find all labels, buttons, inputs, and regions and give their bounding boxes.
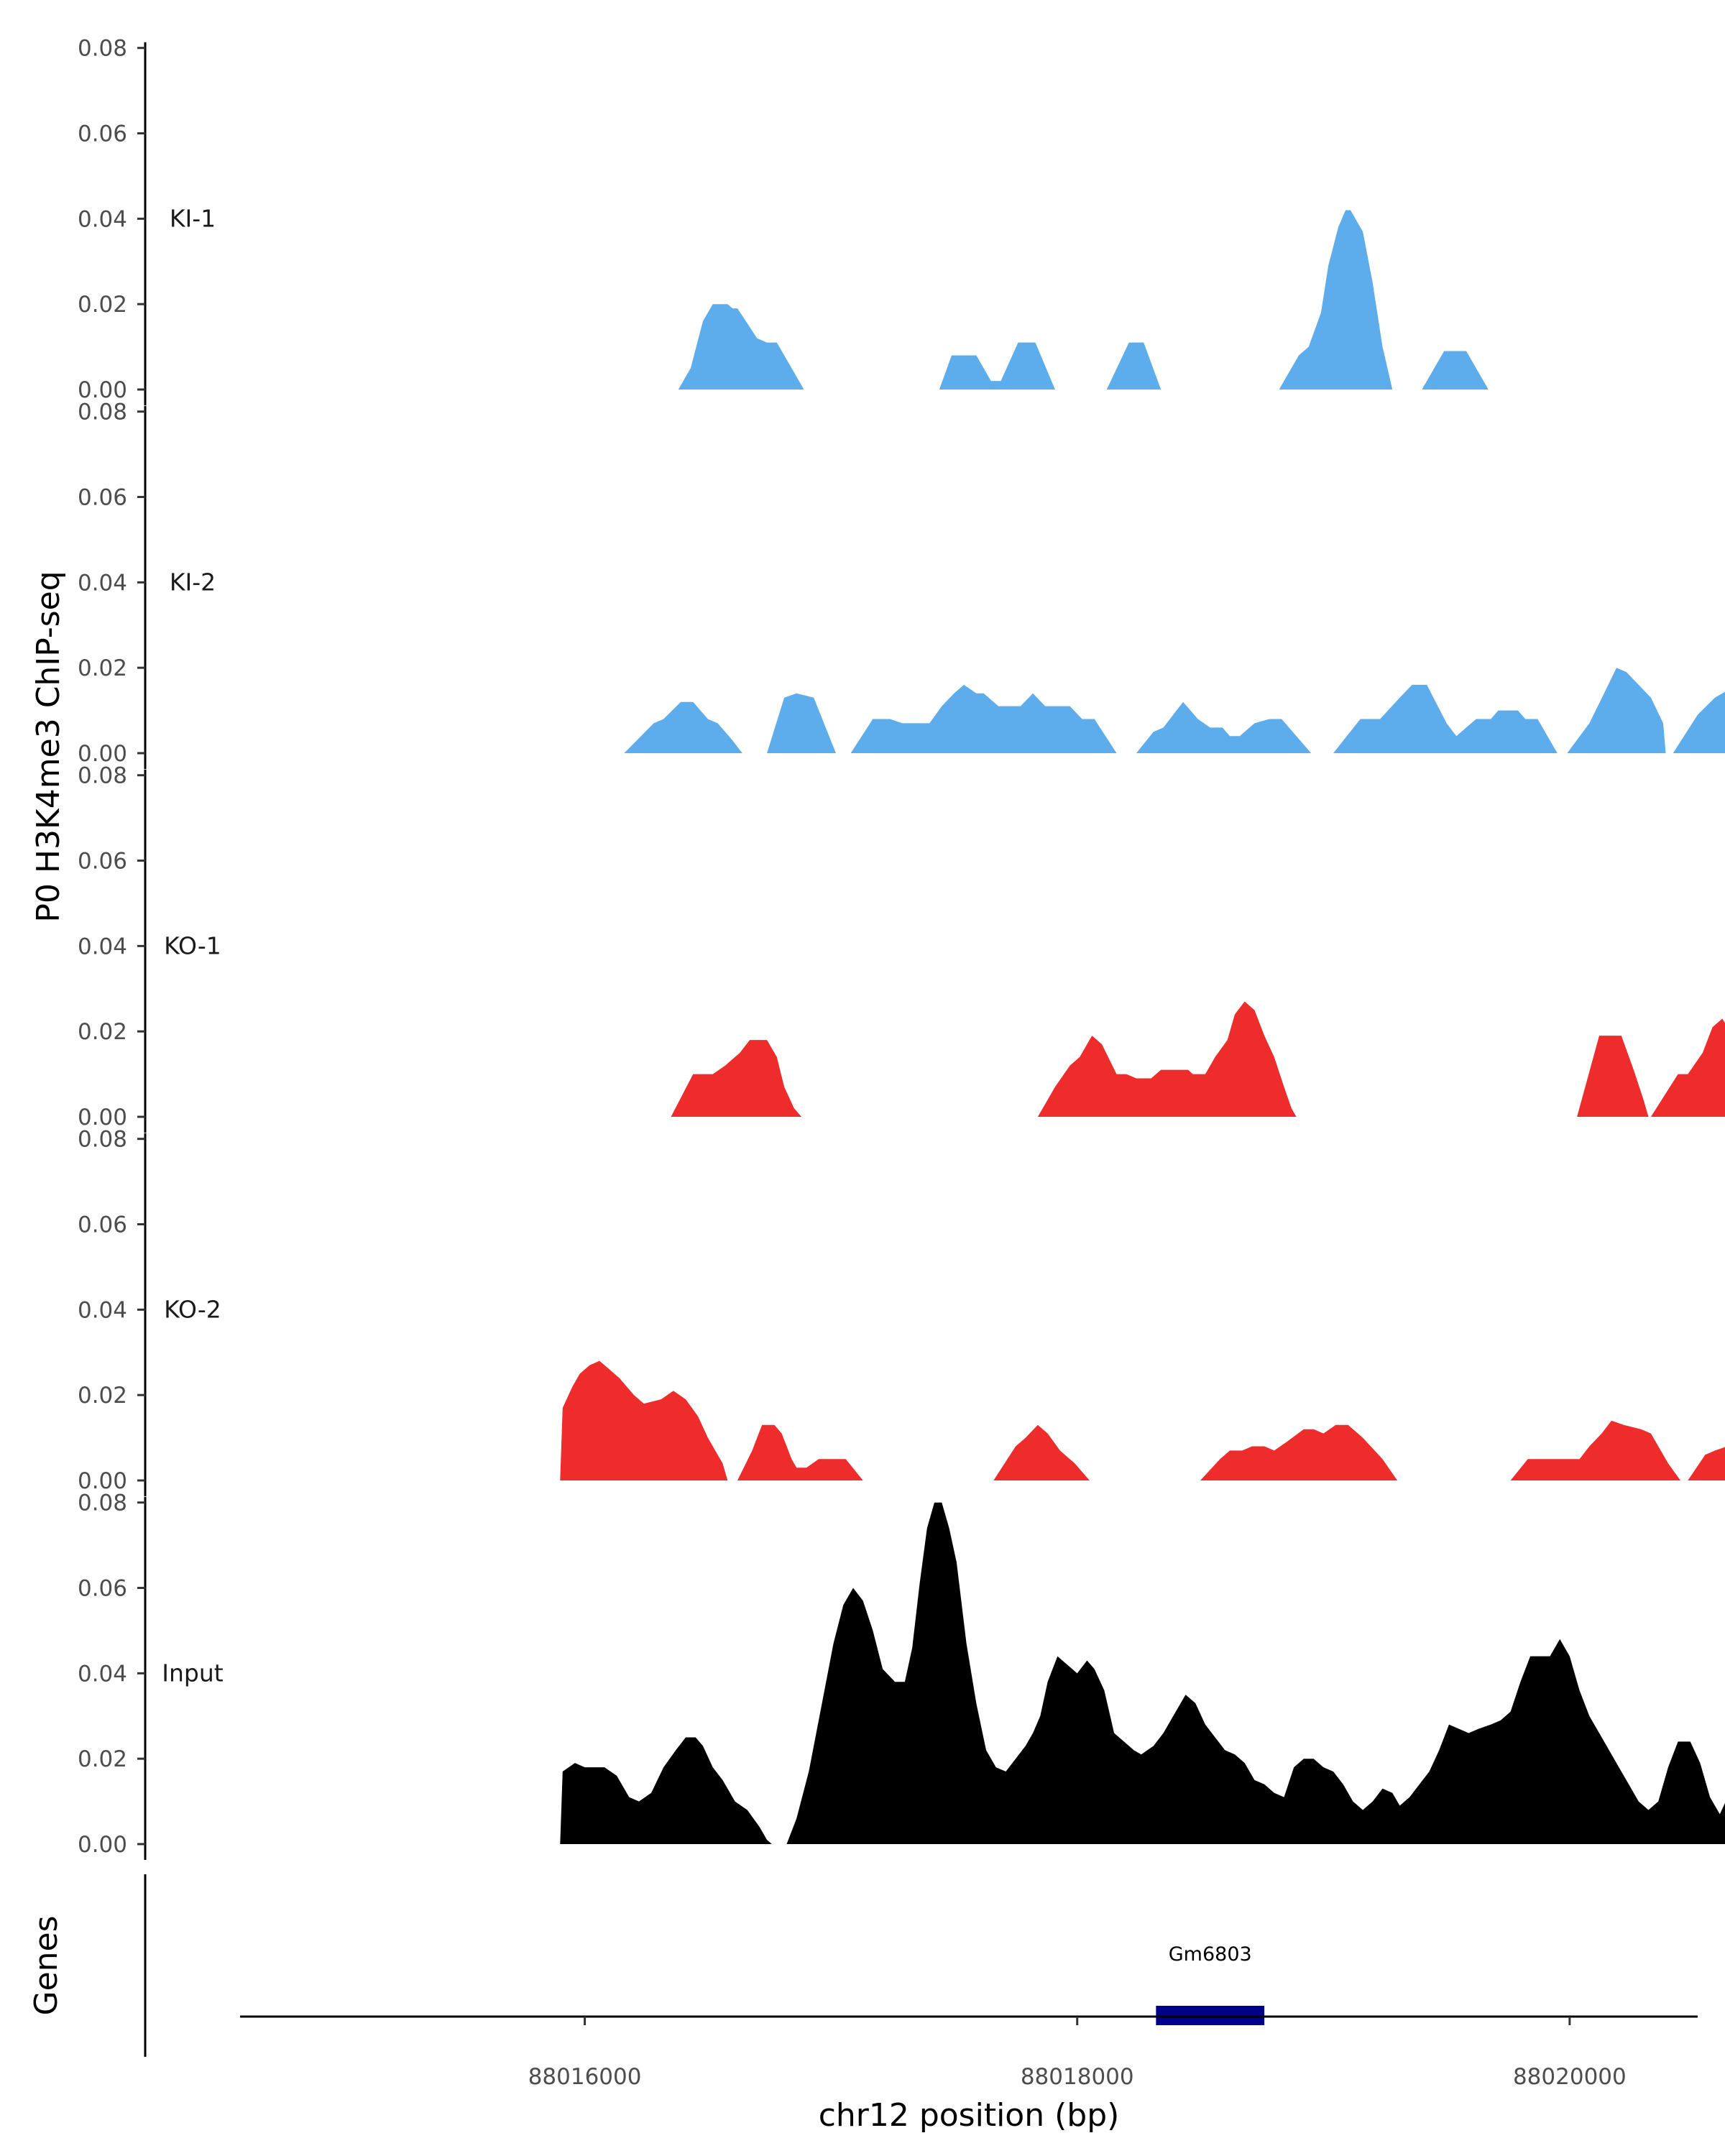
y-tick-label: 0.00 [78,741,127,767]
signal-area-ki-2-5 [1333,684,1558,753]
track-panel-ko-2: 0.00 0.02 0.04 0.06 0.08 KO-2 [78,1127,1725,1496]
y-tick-label: 0.02 [78,292,127,318]
y-tick-label: 0.08 [78,36,127,62]
track-label-ko-2: KO-2 [164,1295,221,1323]
signal-area-ko-2-4 [1200,1424,1398,1480]
y-tick-label: 0.00 [78,1832,127,1858]
y-tick-label: 0.06 [78,1212,127,1238]
track-panel-ki-1: 0.00 0.02 0.04 0.06 0.08 KI-1 [78,36,1489,405]
signal-area-ko-1-2 [1037,1001,1297,1117]
signal-area-input-2 [786,1502,1725,1844]
track-panel-input: 0.00 0.02 0.04 0.06 0.08 Input [78,1491,1725,1860]
signal-area-ki-1-4 [1279,210,1393,390]
x-tick-label: 88018000 [1021,2064,1134,2090]
y-tick-label: 0.00 [78,377,127,403]
y-tick-label: 0.02 [78,655,127,681]
gene-panel-title: Genes [28,1915,65,2015]
y-tick-label: 0.04 [78,206,127,232]
y-tick-label: 0.04 [78,934,127,959]
track-panel-ko-1: 0.00 0.02 0.04 0.06 0.08 KO-1 [78,763,1725,1133]
y-tick-label: 0.02 [78,1746,127,1772]
y-tick-label: 0.08 [78,763,127,789]
track-label-ko-1: KO-1 [164,931,221,959]
y-tick-label: 0.00 [78,1105,127,1130]
y-tick-label: 0.02 [78,1383,127,1409]
y-tick-label: 0.06 [78,849,127,875]
signal-area-ki-1-2 [939,342,1055,390]
x-axis-title: chr12 position (bp) [819,2097,1120,2134]
gene-panel: Genes Gm6803 [28,1874,1265,2057]
gene-label: Gm6803 [1169,1943,1252,1966]
track-label-ki-2: KI-2 [170,568,216,596]
signal-area-ki-2-4 [1136,701,1312,753]
y-tick-label: 0.06 [78,121,127,147]
y-tick-label: 0.08 [78,1127,127,1153]
signal-area-ko-1-1 [671,1040,802,1117]
x-tick-label: 88016000 [528,2064,642,2090]
track-panel-ki-2: 0.00 0.02 0.04 0.06 0.08 KI-2 [78,400,1725,769]
gene-annotations: Gm6803 [1156,1943,1265,2025]
x-axis-ticks: 88016000 88018000 88020000 [528,2017,1627,2090]
signal-area-ki-1-5 [1422,351,1489,390]
signal-area-ki-2-1 [624,701,742,753]
y-tick-label: 0.04 [78,1297,127,1323]
y-axis-title: P0 H3K4me3 ChIP-seq [30,571,67,922]
signal-area-ko-2-1 [560,1360,728,1480]
y-tick-label: 0.02 [78,1019,127,1045]
signal-area-ki-1-1 [678,304,804,390]
track-label-input: Input [162,1659,224,1687]
x-tick-label: 88020000 [1513,2064,1627,2090]
y-tick-label: 0.08 [78,400,127,425]
track-label-ki-1: KI-1 [170,204,216,232]
y-tick-label: 0.04 [78,1661,127,1687]
track-panels: 0.00 0.02 0.04 0.06 0.08 KI-1 0.00 0.02 0.04 0.06… [78,36,1725,1860]
signal-area-ko-2-5 [1510,1420,1680,1480]
signal-area-input-1 [560,1737,772,1844]
y-tick-label: 0.00 [78,1468,127,1494]
y-tick-label: 0.04 [78,570,127,596]
signal-area-ki-2-6 [1567,668,1666,753]
signal-area-ko-1-4 [1650,1018,1725,1117]
signal-area-ki-2-2 [767,693,836,753]
y-tick-label: 0.08 [78,1491,127,1516]
signal-area-ki-2-7 [1673,691,1725,753]
y-tick-label: 0.06 [78,485,127,511]
signal-area-ki-1-3 [1106,342,1162,390]
y-tick-label: 0.06 [78,1576,127,1602]
signal-area-ko-2-2 [737,1424,863,1480]
signal-area-ko-2-6 [1688,1447,1725,1480]
signal-area-ko-1-3 [1577,1036,1649,1117]
signal-area-ko-2-3 [993,1424,1090,1480]
signal-area-ki-2-3 [850,684,1117,753]
